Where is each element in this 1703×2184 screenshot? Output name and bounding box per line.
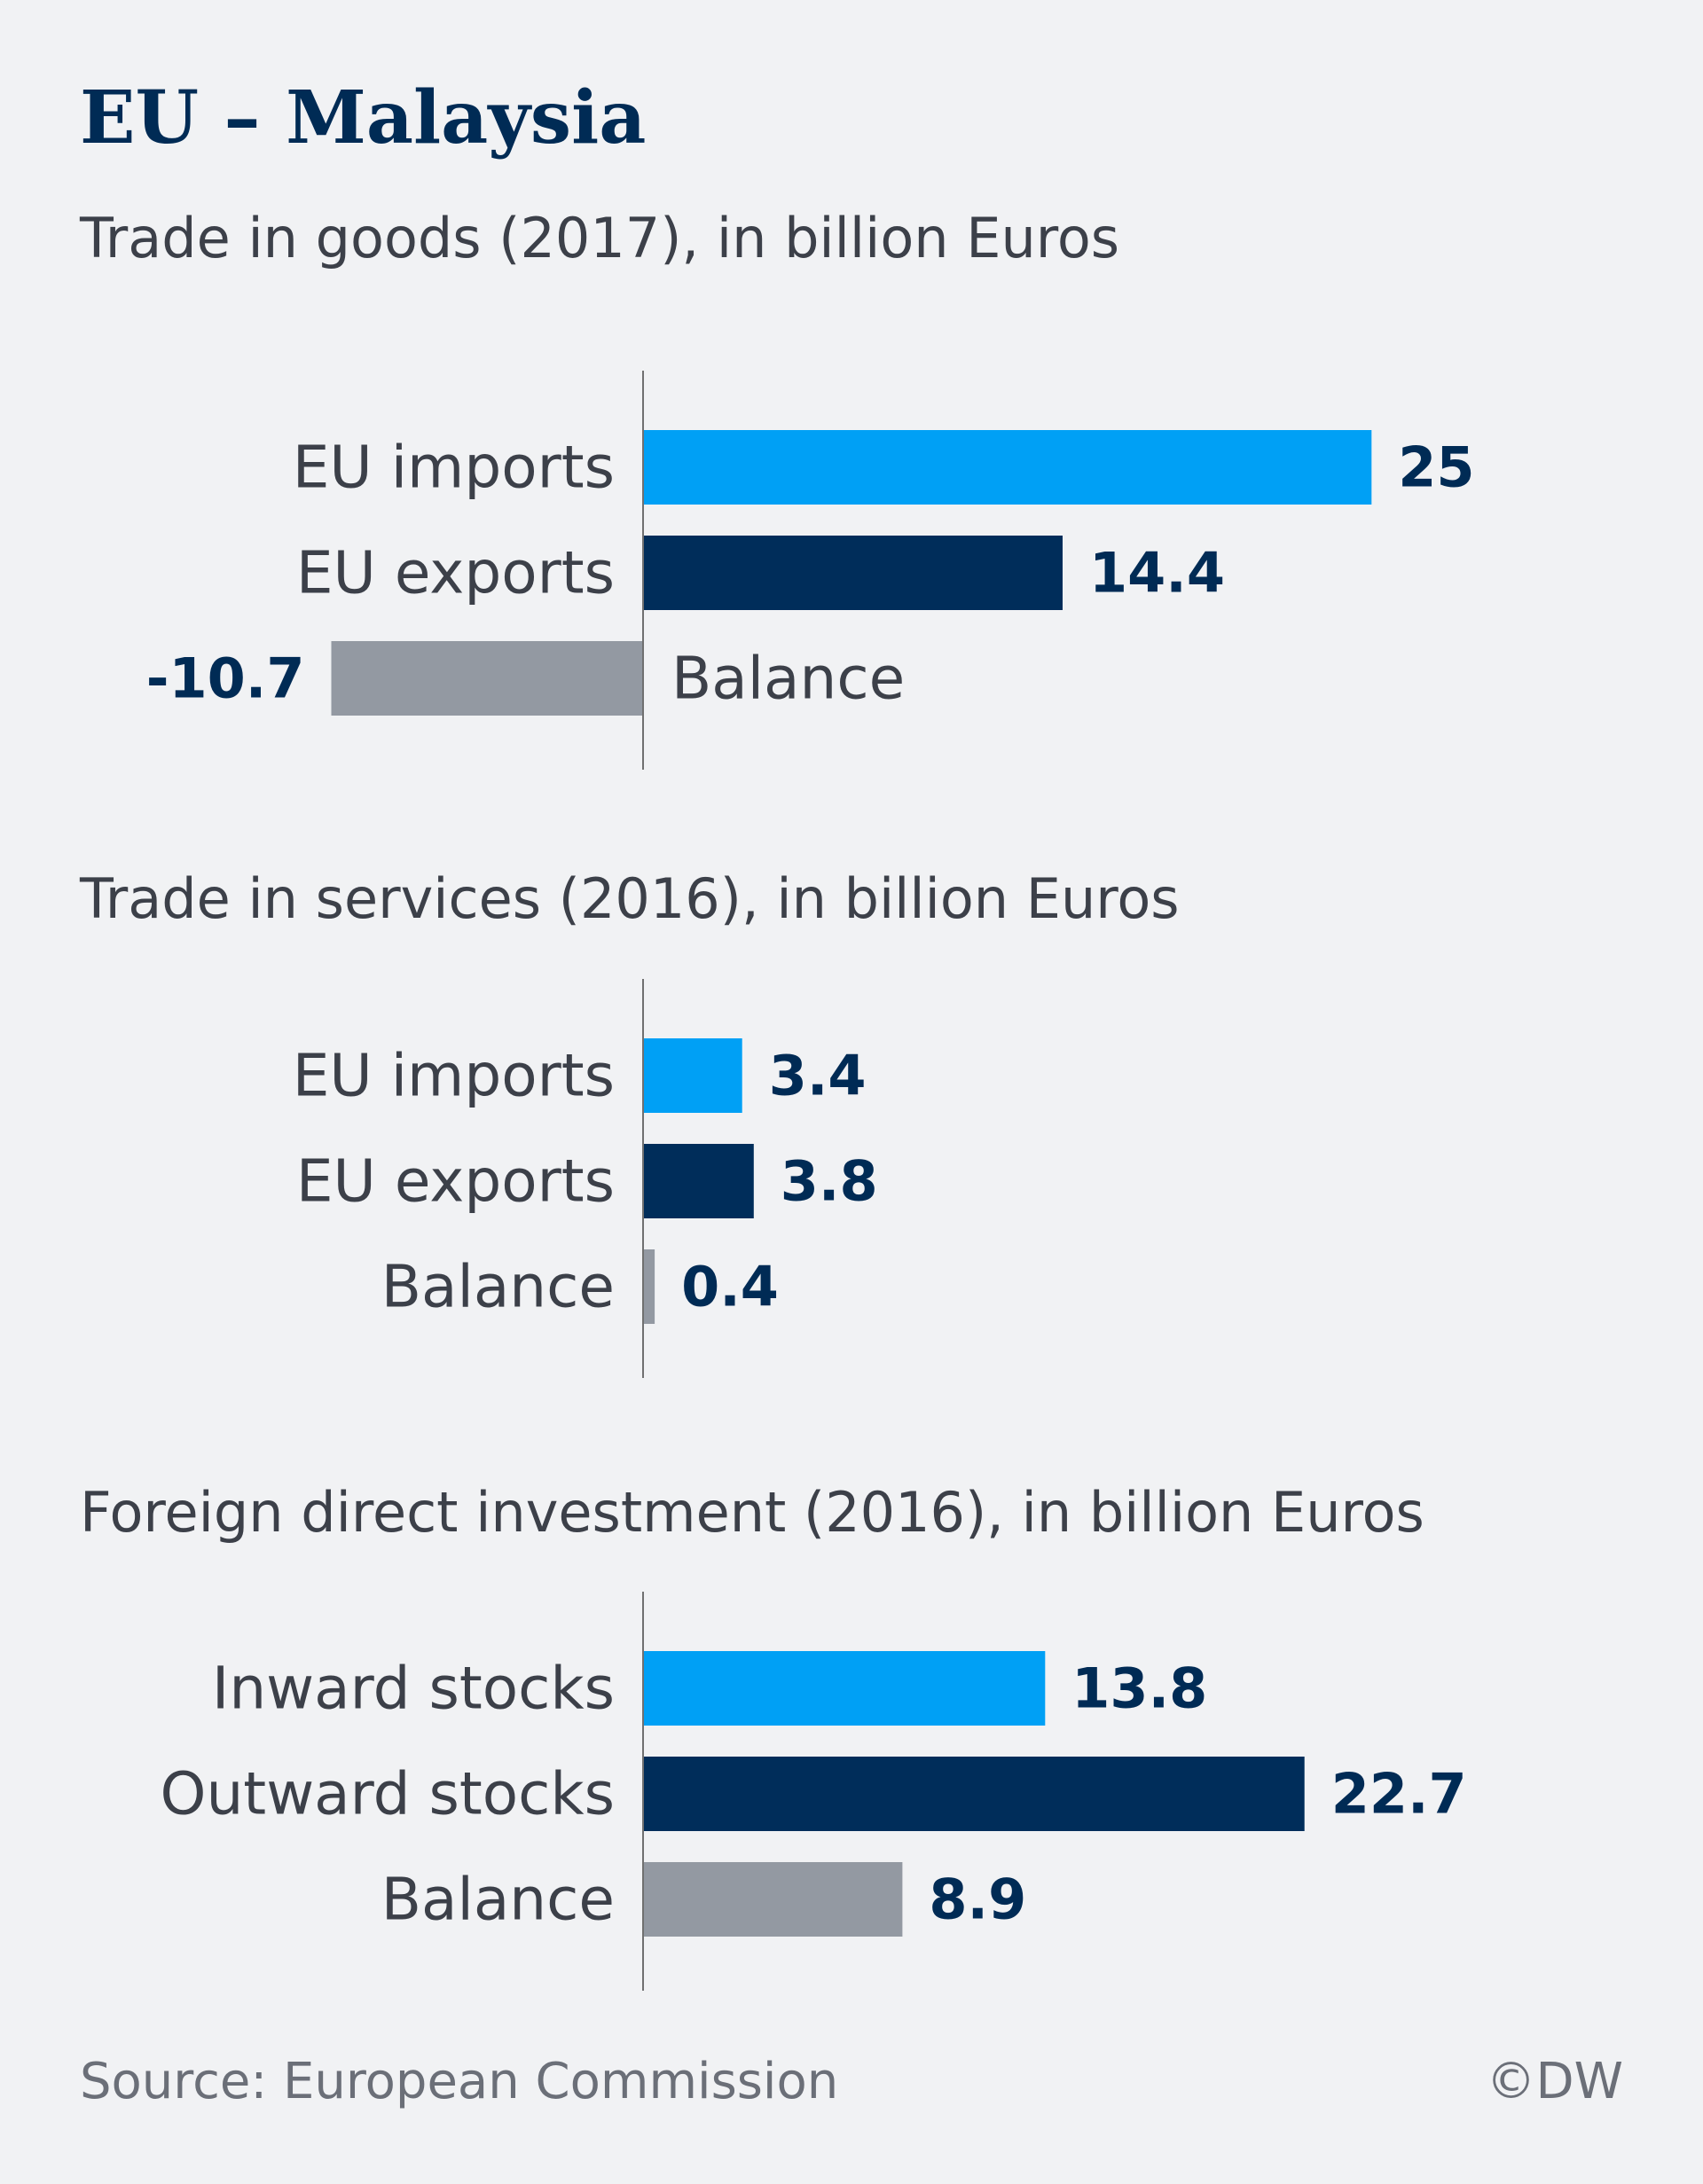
category-label-1-1: EU exports xyxy=(296,1147,615,1216)
value-label-1-2: 0.4 xyxy=(681,1255,779,1319)
bar-2-0 xyxy=(643,1651,1046,1726)
value-label-2-2: 8.9 xyxy=(929,1867,1026,1932)
category-label-1-0: EU imports xyxy=(293,1042,615,1110)
chart-title: EU – Malaysia xyxy=(80,75,647,160)
bar-2-2 xyxy=(643,1862,903,1937)
category-label-1-2: Balance xyxy=(381,1253,615,1321)
bar-1-0 xyxy=(643,1038,742,1113)
value-label-1-1: 3.8 xyxy=(781,1149,878,1214)
bar-1-1 xyxy=(643,1144,754,1218)
source-note: Source: European Commission xyxy=(80,2053,839,2110)
value-label-0-1: 14.4 xyxy=(1089,541,1225,606)
bar-1-2 xyxy=(643,1249,655,1324)
fdi-chart: 13.8 Inward stocks 22.7 Outward stocks 8.9 Ba… xyxy=(161,1592,1467,1991)
category-label-2-0: Inward stocks xyxy=(212,1655,615,1723)
category-label-0-1: EU exports xyxy=(296,539,615,607)
services-chart-subtitle: Trade in services (2016), in billion Eur… xyxy=(80,866,1180,931)
value-label-0-2: -10.7 xyxy=(146,646,305,711)
value-label-0-0: 25 xyxy=(1398,435,1474,500)
services-trade-chart: 3.4 EU imports 3.8 EU exports 0.4 Balance xyxy=(293,979,878,1378)
fdi-chart-subtitle: Foreign direct investment (2016), in bil… xyxy=(80,1480,1424,1545)
value-label-2-0: 13.8 xyxy=(1071,1656,1207,1721)
bar-0-2 xyxy=(331,641,643,716)
dw-credit: ©DW xyxy=(1486,2053,1624,2110)
goods-chart-subtitle: Trade in goods (2017), in billion Euros xyxy=(80,206,1120,270)
category-label-2-1: Outward stocks xyxy=(161,1760,615,1828)
category-label-0-0: EU imports xyxy=(293,434,615,502)
goods-trade-chart: 25 EU imports 14.4 EU exports -10.7 Balance xyxy=(146,371,1475,770)
value-label-1-0: 3.4 xyxy=(769,1044,867,1108)
bar-2-1 xyxy=(643,1757,1305,1831)
category-label-2-2: Balance xyxy=(381,1866,615,1934)
bar-0-0 xyxy=(643,430,1372,505)
value-label-2-1: 22.7 xyxy=(1331,1762,1467,1827)
category-label-0-2: Balance xyxy=(671,645,905,713)
bar-0-1 xyxy=(643,536,1063,610)
